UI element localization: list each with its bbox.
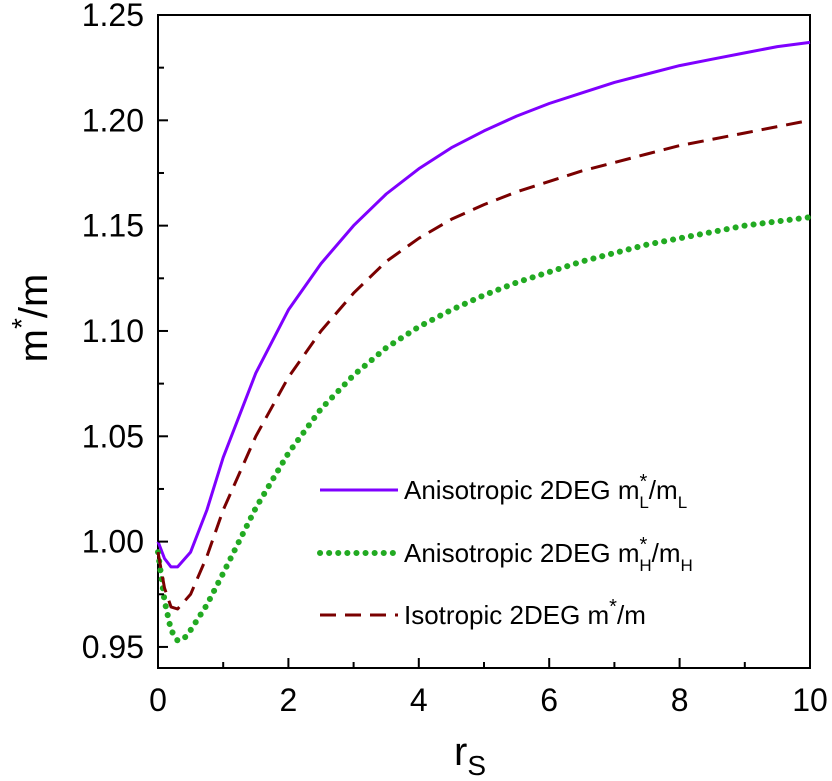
- x-axis-title-subscript: S: [467, 750, 486, 781]
- y-tick-label: 1.25: [82, 0, 144, 33]
- legend-text-sub2: H: [681, 556, 693, 575]
- y-tick-label: 1.00: [82, 524, 144, 560]
- legend-label-3: Isotropic 2DEG m*/m: [404, 596, 646, 630]
- x-tick-label: 4: [410, 682, 428, 718]
- x-tick-label: 6: [540, 682, 558, 718]
- y-tick-label: 1.20: [82, 102, 144, 138]
- y-tick-label: 1.05: [82, 418, 144, 454]
- legend-text-main: Anisotropic 2DEG m: [404, 475, 640, 505]
- x-tick-label: 8: [671, 682, 689, 718]
- legend-text-main: Anisotropic 2DEG m: [404, 538, 640, 568]
- x-tick-label: 10: [792, 682, 828, 718]
- series-line-2: [155, 214, 813, 644]
- plot-frame-rect: [157, 14, 811, 669]
- ticks-group: 0 2 4 6 8 10 0.95 1.00 1.05 1.10 1.15 1.20 1.25: [82, 0, 828, 718]
- y-axis-title: m*/m: [6, 274, 56, 363]
- series-group: [155, 40, 813, 644]
- legend-text-mid: /m: [649, 475, 678, 505]
- legend-text-main: Isotropic 2DEG m: [404, 600, 609, 630]
- legend-label-2: Anisotropic 2DEG m* H/mH: [404, 534, 693, 575]
- x-axis-title: rS: [454, 730, 486, 781]
- series-line-1: [156, 40, 811, 569]
- legend-text-sup: *: [640, 534, 648, 556]
- series-line-3: [156, 118, 811, 611]
- y-tick-label: 1.10: [82, 313, 144, 349]
- legend-text-sub: H: [639, 556, 651, 575]
- legend-text-sub: L: [639, 493, 648, 512]
- legend-text-mid: /m: [652, 538, 681, 568]
- legend-text-sup: *: [640, 471, 648, 493]
- legend-text-mid: /m: [617, 600, 646, 630]
- x-tick-label: 0: [149, 682, 167, 718]
- x-tick-label: 2: [280, 682, 298, 718]
- legend-text-sup: *: [609, 596, 617, 618]
- y-axis-title-superscript: *: [6, 318, 37, 329]
- y-axis-title-tail: /m: [12, 274, 56, 318]
- plot-frame: [157, 14, 811, 669]
- y-tick-label: 1.15: [82, 208, 144, 244]
- legend-text-sub2: L: [678, 493, 687, 512]
- legend-label-1: Anisotropic 2DEG m* L/mL: [404, 471, 687, 512]
- y-tick-label: 0.95: [82, 629, 144, 665]
